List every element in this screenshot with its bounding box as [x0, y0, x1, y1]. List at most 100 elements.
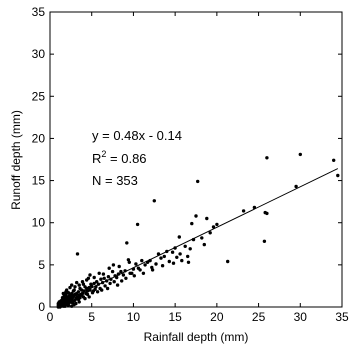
- data-point: [125, 241, 129, 245]
- y-tick-label: 20: [32, 131, 46, 145]
- data-point: [215, 222, 219, 227]
- data-point: [85, 292, 90, 297]
- data-point: [141, 271, 146, 275]
- data-point: [78, 296, 82, 300]
- data-point: [90, 291, 95, 295]
- data-point: [175, 255, 179, 259]
- data-point: [162, 254, 166, 259]
- y-tick-label: 0: [38, 300, 45, 314]
- data-point: [132, 274, 136, 278]
- data-point: [70, 283, 74, 287]
- data-point: [64, 290, 68, 294]
- r-squared-annotation: R2 = 0.86: [92, 149, 147, 166]
- data-point: [170, 250, 175, 254]
- data-point: [89, 282, 93, 286]
- data-point: [167, 259, 171, 264]
- x-tick-label: 35: [335, 310, 349, 324]
- data-point: [95, 290, 100, 294]
- data-point: [159, 256, 163, 260]
- data-point: [80, 280, 85, 284]
- data-point: [152, 199, 156, 203]
- data-point: [196, 179, 200, 184]
- data-point: [171, 261, 176, 265]
- data-point: [115, 283, 120, 287]
- data-point: [101, 272, 106, 276]
- trendline: [62, 168, 339, 303]
- x-tick-label: 5: [88, 310, 95, 324]
- data-point: [265, 211, 269, 216]
- y-tick-label: 25: [32, 89, 46, 103]
- data-point: [265, 156, 269, 160]
- data-point: [178, 252, 182, 256]
- plot-frame: [49, 11, 343, 308]
- data-point: [83, 285, 87, 289]
- data-point: [77, 283, 81, 287]
- x-tick-label: 0: [47, 310, 54, 324]
- data-point: [103, 284, 107, 288]
- data-point: [72, 288, 76, 292]
- data-point: [75, 280, 79, 285]
- data-point: [241, 209, 246, 213]
- data-point: [180, 258, 184, 263]
- data-point: [160, 264, 165, 268]
- data-point: [85, 278, 89, 282]
- data-point: [66, 303, 71, 307]
- data-point: [75, 252, 80, 256]
- data-point: [332, 158, 336, 162]
- x-axis-title: Rainfall depth (mm): [144, 330, 249, 344]
- data-point: [87, 295, 91, 299]
- data-point: [70, 301, 75, 305]
- data-point: [102, 276, 106, 280]
- y-tick-label: 15: [32, 174, 46, 188]
- data-point: [190, 221, 194, 226]
- data-point: [298, 152, 302, 157]
- y-axis-title: Runoff depth (mm): [9, 110, 23, 210]
- plot-background: [50, 12, 342, 307]
- data-point: [143, 263, 147, 267]
- data-point: [93, 287, 97, 291]
- data-point: [186, 260, 191, 264]
- data-point: [336, 173, 340, 178]
- data-point: [74, 301, 78, 306]
- y-tick-label: 30: [32, 47, 46, 61]
- data-point: [92, 281, 96, 286]
- data-point: [73, 285, 77, 289]
- data-point: [134, 262, 138, 266]
- data-point: [183, 244, 187, 248]
- data-point: [119, 269, 123, 274]
- x-tick-label: 25: [252, 310, 266, 324]
- data-point: [208, 231, 212, 235]
- data-point: [56, 301, 60, 306]
- data-point: [188, 247, 192, 251]
- data-point: [107, 266, 111, 270]
- data-point: [128, 271, 132, 275]
- x-tick-label: 30: [294, 310, 308, 324]
- data-point: [78, 286, 82, 291]
- data-point: [108, 281, 112, 286]
- n-annotation: N = 353: [92, 173, 138, 188]
- data-point: [120, 279, 124, 283]
- data-point: [100, 288, 104, 292]
- equation-annotation: y = 0.48x - 0.14: [92, 128, 182, 143]
- data-point: [200, 236, 204, 240]
- data-point: [186, 254, 190, 259]
- data-point: [262, 239, 267, 243]
- data-point: [124, 276, 128, 280]
- data-point: [140, 258, 144, 263]
- data-point: [202, 242, 206, 247]
- data-point: [77, 300, 81, 304]
- x-tick-label: 10: [127, 310, 141, 324]
- data-point: [211, 225, 216, 229]
- data-point: [112, 280, 116, 284]
- data-point: [67, 294, 71, 298]
- data-point: [226, 259, 230, 264]
- data-point: [126, 258, 131, 262]
- data-point: [61, 291, 65, 296]
- y-tick-label: 35: [32, 5, 46, 19]
- y-tick-label: 10: [32, 216, 46, 230]
- data-point: [68, 285, 72, 290]
- ticks-layer: 0 5 10 15 20 25 30 35 0 5 10 15 20 25 30 35: [32, 5, 349, 324]
- data-point: [97, 271, 101, 275]
- data-point: [194, 214, 198, 218]
